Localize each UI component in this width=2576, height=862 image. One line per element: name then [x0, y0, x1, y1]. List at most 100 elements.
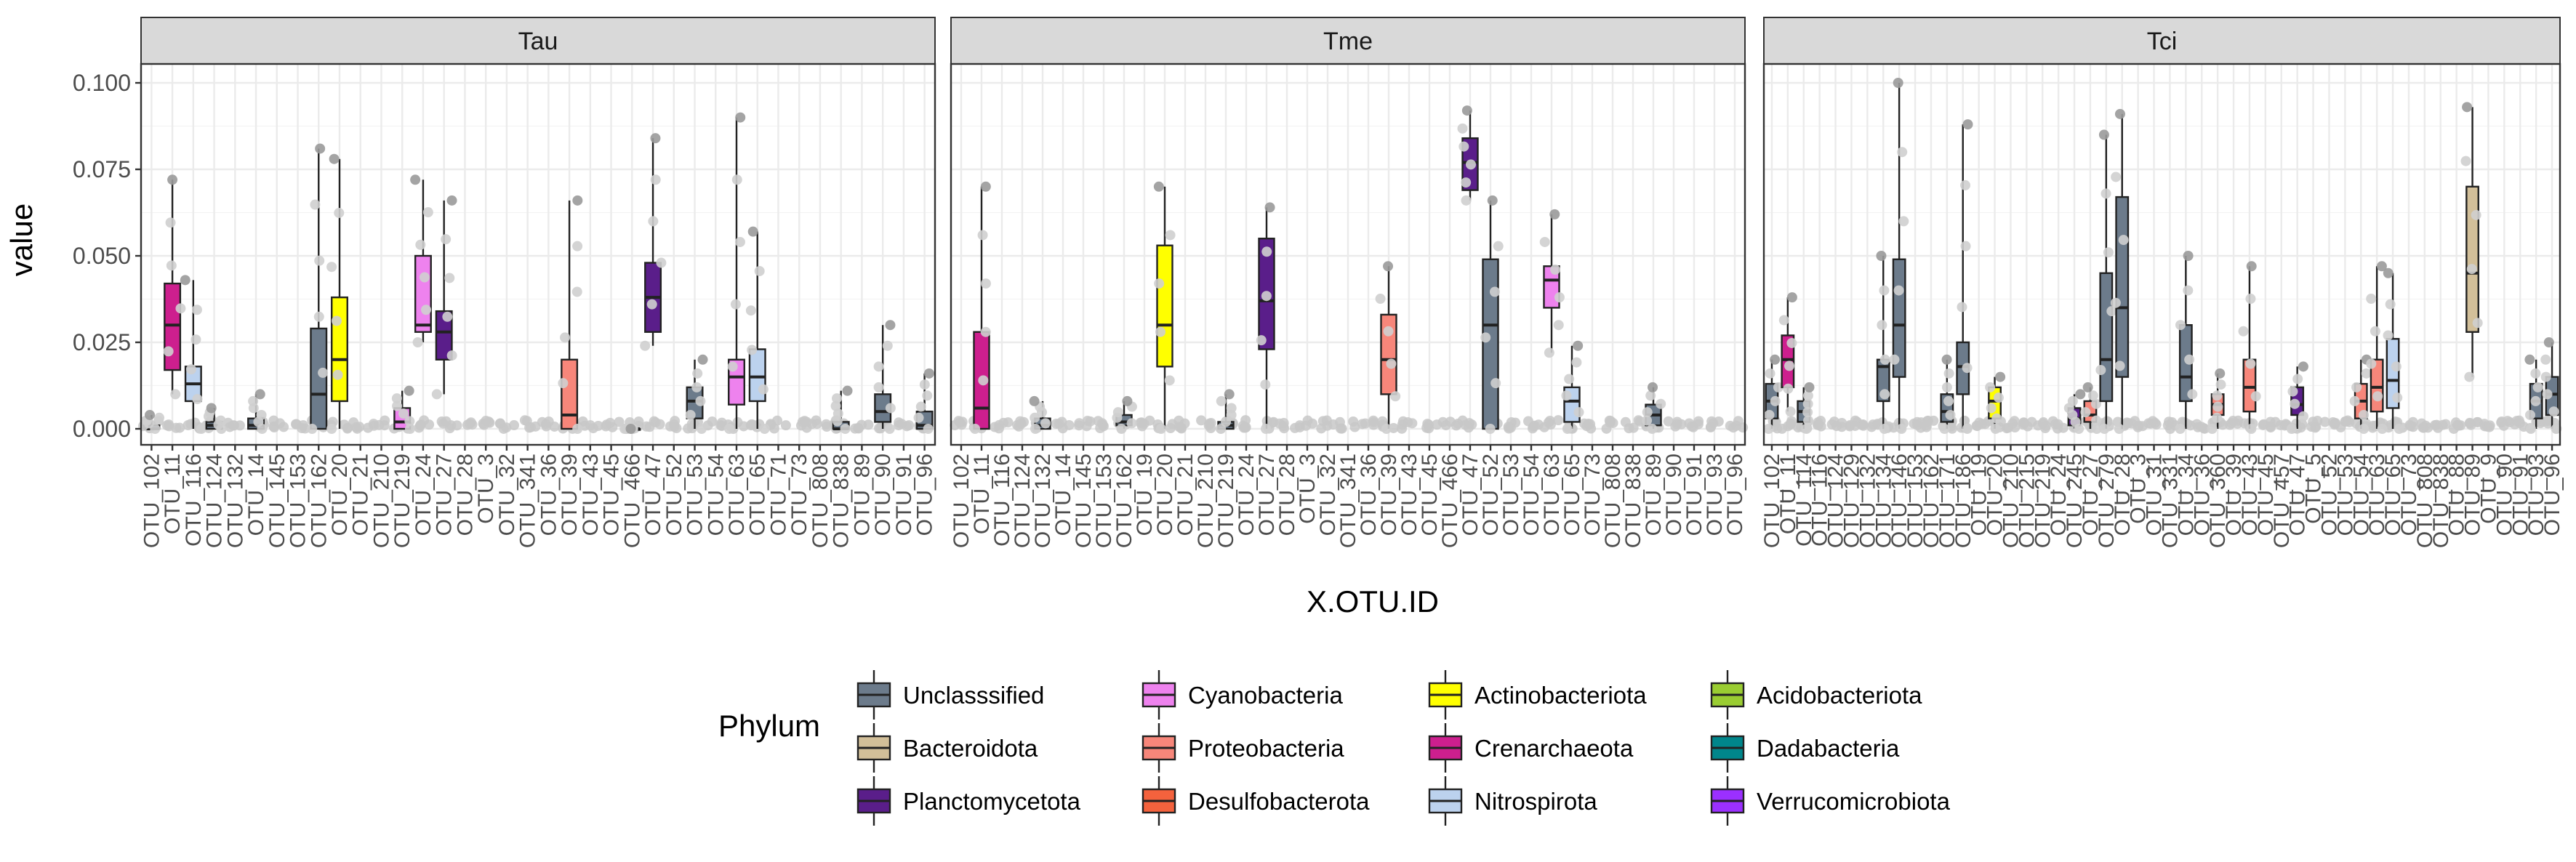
data-point [2238, 326, 2249, 337]
data-point [2106, 306, 2117, 317]
x-tick-label: OTU_116 [182, 454, 206, 547]
data-point [315, 143, 326, 154]
box-otu-245 [2063, 389, 2086, 434]
data-point [1383, 326, 1394, 337]
data-point [1957, 302, 1967, 313]
data-point [331, 315, 342, 326]
x-tick-label: OTU_153 [286, 454, 310, 548]
data-point [192, 394, 203, 405]
box-otu-65 [1561, 340, 1584, 434]
x-tick-label: OTU_134 [1871, 454, 1895, 548]
facet-panels: TauOTU_102OTU_11OTU_116OTU_124OTU_132OTU… [137, 17, 2564, 548]
data-point [1386, 358, 1397, 369]
data-point [1879, 424, 1890, 434]
data-point [863, 419, 874, 430]
data-point [695, 395, 706, 406]
data-point [1381, 424, 1392, 434]
data-point [1803, 415, 1814, 426]
box-otu-162 [307, 143, 329, 434]
x-tick-label: OTU_73 [787, 454, 811, 536]
data-point [1642, 407, 1653, 418]
x-tick-label: OTU_466 [1438, 454, 1462, 548]
data-point [1763, 424, 1774, 434]
x-tick-label: OTU_466 [620, 454, 644, 548]
panel-background [141, 64, 935, 445]
box-otu-162 [1112, 395, 1137, 434]
data-point [715, 420, 726, 431]
data-point [832, 393, 843, 404]
x-tick-label: OTU_808 [808, 454, 832, 548]
data-point [415, 239, 426, 250]
data-point [641, 421, 652, 432]
x-tick-label: OTU_457 [2270, 454, 2294, 548]
x-tick-label: OTU_116 [1808, 454, 1832, 547]
data-point [1260, 379, 1271, 390]
x-tick-label: OTU_11 [970, 454, 994, 534]
data-point [2111, 172, 2122, 182]
data-point [2496, 417, 2507, 428]
data-point [2377, 424, 2388, 434]
data-point [2196, 422, 2207, 432]
data-point [2103, 247, 2114, 258]
data-point [329, 153, 340, 164]
x-tick-label: OTU_45 [2254, 454, 2278, 536]
x-tick-label: OTU_331 [2158, 454, 2182, 548]
box-otu-65 [745, 226, 770, 434]
box-body [2115, 196, 2130, 378]
data-point [1224, 389, 1235, 400]
data-point [1642, 415, 1653, 426]
data-point [650, 133, 661, 144]
x-tick-label: OTU_132 [223, 454, 247, 548]
data-point [840, 424, 851, 434]
legend-label: Acidobacteriota [1757, 682, 1922, 709]
data-point [1116, 424, 1127, 434]
data-point [334, 207, 345, 218]
data-point [1620, 416, 1631, 427]
data-point [1786, 337, 1797, 348]
x-tick-label: OTU_171 [1935, 454, 1959, 548]
x-tick-label: OTU_219 [1214, 454, 1238, 548]
data-point [758, 384, 769, 395]
data-point [1490, 378, 1501, 389]
data-point [2551, 424, 2561, 434]
data-point [2287, 386, 2298, 397]
data-point [1465, 159, 1476, 170]
data-point [1573, 407, 1584, 418]
data-point [1960, 241, 1971, 251]
data-point [2099, 424, 2110, 434]
data-point [1945, 409, 1956, 420]
x-tick-label: OTU_114 [1792, 454, 1816, 547]
data-point [1122, 395, 1133, 406]
x-tick-label: OTU_96 [1723, 454, 1747, 536]
x-tick-label: OTU_73 [2397, 454, 2421, 536]
data-point [424, 419, 435, 430]
x-tick-label: OTU_5 [2302, 454, 2326, 524]
data-point [180, 275, 190, 286]
data-point [1126, 418, 1137, 429]
box-otu-20 [1153, 181, 1176, 434]
x-tick-label: OTU_27 [2079, 454, 2103, 536]
data-point [278, 422, 289, 432]
data-point [1154, 278, 1165, 289]
data-point [1240, 422, 1251, 433]
data-point [1571, 357, 1582, 368]
data-point [2215, 379, 2226, 390]
data-point [915, 401, 926, 412]
data-point [501, 422, 512, 433]
data-point [2464, 371, 2475, 382]
x-tick-label: OTU_24 [412, 454, 436, 536]
data-point [811, 419, 822, 430]
data-point [1397, 416, 1408, 427]
data-point [2110, 297, 2121, 308]
data-point [978, 375, 989, 386]
data-point [398, 408, 409, 419]
data-point [1153, 181, 1164, 192]
data-point [1962, 363, 1973, 374]
data-point [163, 346, 174, 357]
data-point [326, 262, 337, 273]
data-point [167, 174, 178, 185]
data-point [1879, 285, 1890, 296]
data-point [1990, 424, 2001, 434]
data-point [2440, 419, 2451, 430]
data-point [2080, 407, 2091, 418]
